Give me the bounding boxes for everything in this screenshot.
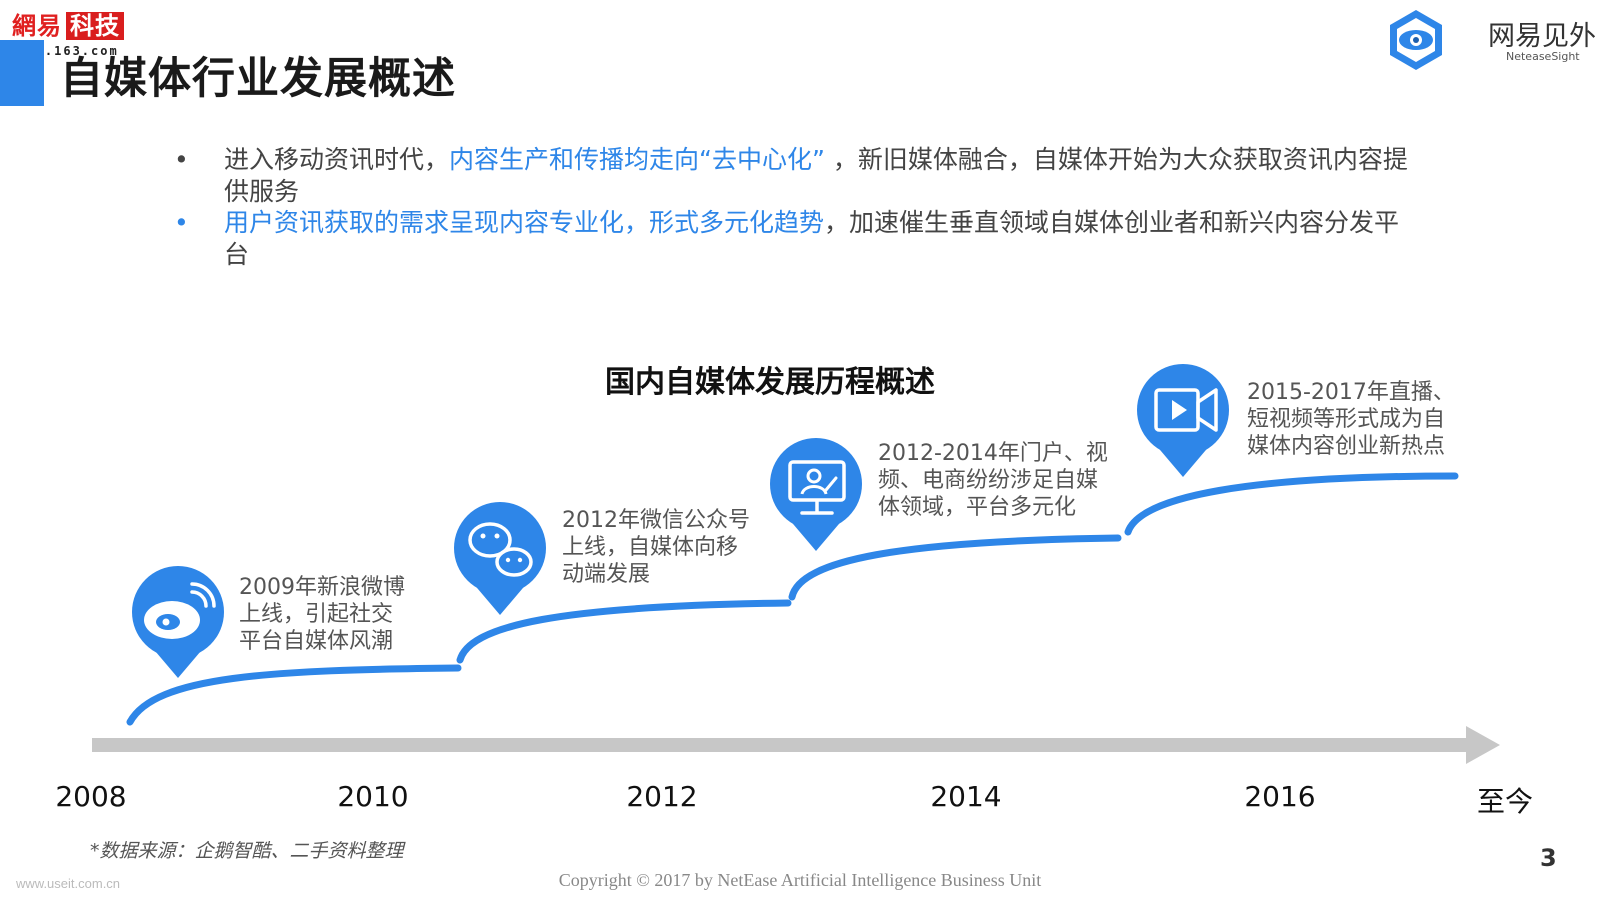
bullet-item-1: • 进入移动资讯时代，内容生产和传播均走向“去中心化” ，新旧媒体融合，自媒体开… <box>174 144 1414 208</box>
milestone-1-line-3: 平台自媒体风潮 <box>239 629 394 654</box>
monitor-marker <box>770 438 862 551</box>
wechat-icon <box>468 522 533 577</box>
timeline-title: 国内自媒体发展历程概述 <box>605 365 935 400</box>
bullet-2-part-1: 用户资讯获取的需求呈现内容专业化，形式多元化趋势 <box>224 208 825 237</box>
data-source-note: *数据来源：企鹅智酷、二手资料整理 <box>90 840 404 862</box>
page-title: 自媒体行业发展概述 <box>60 54 456 104</box>
milestone-text-1: 2009年新浪微博 上线，引起社交 平台自媒体风潮 <box>239 574 405 655</box>
copyright-notice: Copyright © 2017 by NetEase Artificial I… <box>558 870 1042 890</box>
video-camera-icon <box>1154 388 1218 432</box>
milestone-2-line-1: 2012年微信公众号 <box>562 508 750 533</box>
bullet-2-part-2: ，加速催生垂直领域自媒体创业者和新兴内容分发平台 <box>224 208 1400 269</box>
milestone-text-2: 2012年微信公众号 上线，自媒体向移 动端发展 <box>562 507 750 588</box>
milestone-2-line-3: 动端发展 <box>562 562 651 587</box>
milestone-2-line-2: 上线，自媒体向移 <box>562 535 739 560</box>
bullet-1-part-1: 进入移动资讯时代， <box>224 145 450 174</box>
timeline-axis <box>92 738 1472 752</box>
year-label-now: 至今 <box>1476 785 1534 818</box>
brand-name: 网易见外 <box>1488 21 1596 52</box>
title-accent-bar <box>0 40 44 106</box>
bullet-dot: • <box>174 145 189 174</box>
growth-segment-4 <box>1124 472 1459 536</box>
weibo-icon <box>144 582 216 639</box>
milestone-3-line-1: 2012-2014年门户、视 <box>878 441 1108 466</box>
milestone-4-line-3: 媒体内容创业新热点 <box>1247 434 1446 459</box>
bullet-dot: • <box>174 208 189 237</box>
growth-segment-1 <box>126 664 462 726</box>
watermark: www.useit.com.cn <box>16 876 121 891</box>
video-marker <box>1137 364 1229 477</box>
year-label-2008: 2008 <box>55 780 127 813</box>
year-label-2010: 2010 <box>337 780 409 813</box>
bullet-1-part-3: ，新旧媒体融合，自媒体开始为大众获取资讯内容提供服务 <box>224 145 1408 206</box>
bullet-1-part-2: 内容生产和传播均走向“去中心化” <box>449 145 825 174</box>
growth-segment-3 <box>788 534 1122 601</box>
bullet-item-2: • 用户资讯获取的需求呈现内容专业化，形式多元化趋势，加速催生垂直领域自媒体创业… <box>174 207 1414 271</box>
milestone-1-line-2: 上线，引起社交 <box>239 602 394 627</box>
netease-sight-logo-icon <box>1390 10 1442 70</box>
timeline-arrow-head <box>1466 726 1500 764</box>
milestone-1-line-1: 2009年新浪微博 <box>239 575 405 600</box>
wechat-marker <box>454 502 546 615</box>
year-label-2016: 2016 <box>1244 780 1316 813</box>
milestone-text-4: 2015-2017年直播、 短视频等形式成为自 媒体内容创业新热点 <box>1247 379 1455 460</box>
milestone-text-3: 2012-2014年门户、视 频、电商纷纷涉足自媒 体领域，平台多元化 <box>878 440 1108 521</box>
milestone-4-line-1: 2015-2017年直播、 <box>1247 380 1455 405</box>
milestone-4-line-2: 短视频等形式成为自 <box>1247 407 1446 432</box>
year-label-2012: 2012 <box>626 780 698 813</box>
logo-cn-right: 科技 <box>66 12 124 40</box>
growth-segment-2 <box>456 599 792 664</box>
monitor-user-icon <box>788 460 846 515</box>
milestone-3-line-2: 频、电商纷纷涉足自媒 <box>878 468 1099 493</box>
brand-subtitle: NeteaseSight <box>1506 50 1580 63</box>
milestone-3-line-3: 体领域，平台多元化 <box>878 495 1077 520</box>
netease-tech-logo: 網易 科技 <box>12 6 124 41</box>
year-label-2014: 2014 <box>930 780 1002 813</box>
page-number: 3 <box>1540 844 1557 872</box>
logo-cn-left: 網易 <box>12 12 62 40</box>
weibo-marker <box>132 566 224 678</box>
